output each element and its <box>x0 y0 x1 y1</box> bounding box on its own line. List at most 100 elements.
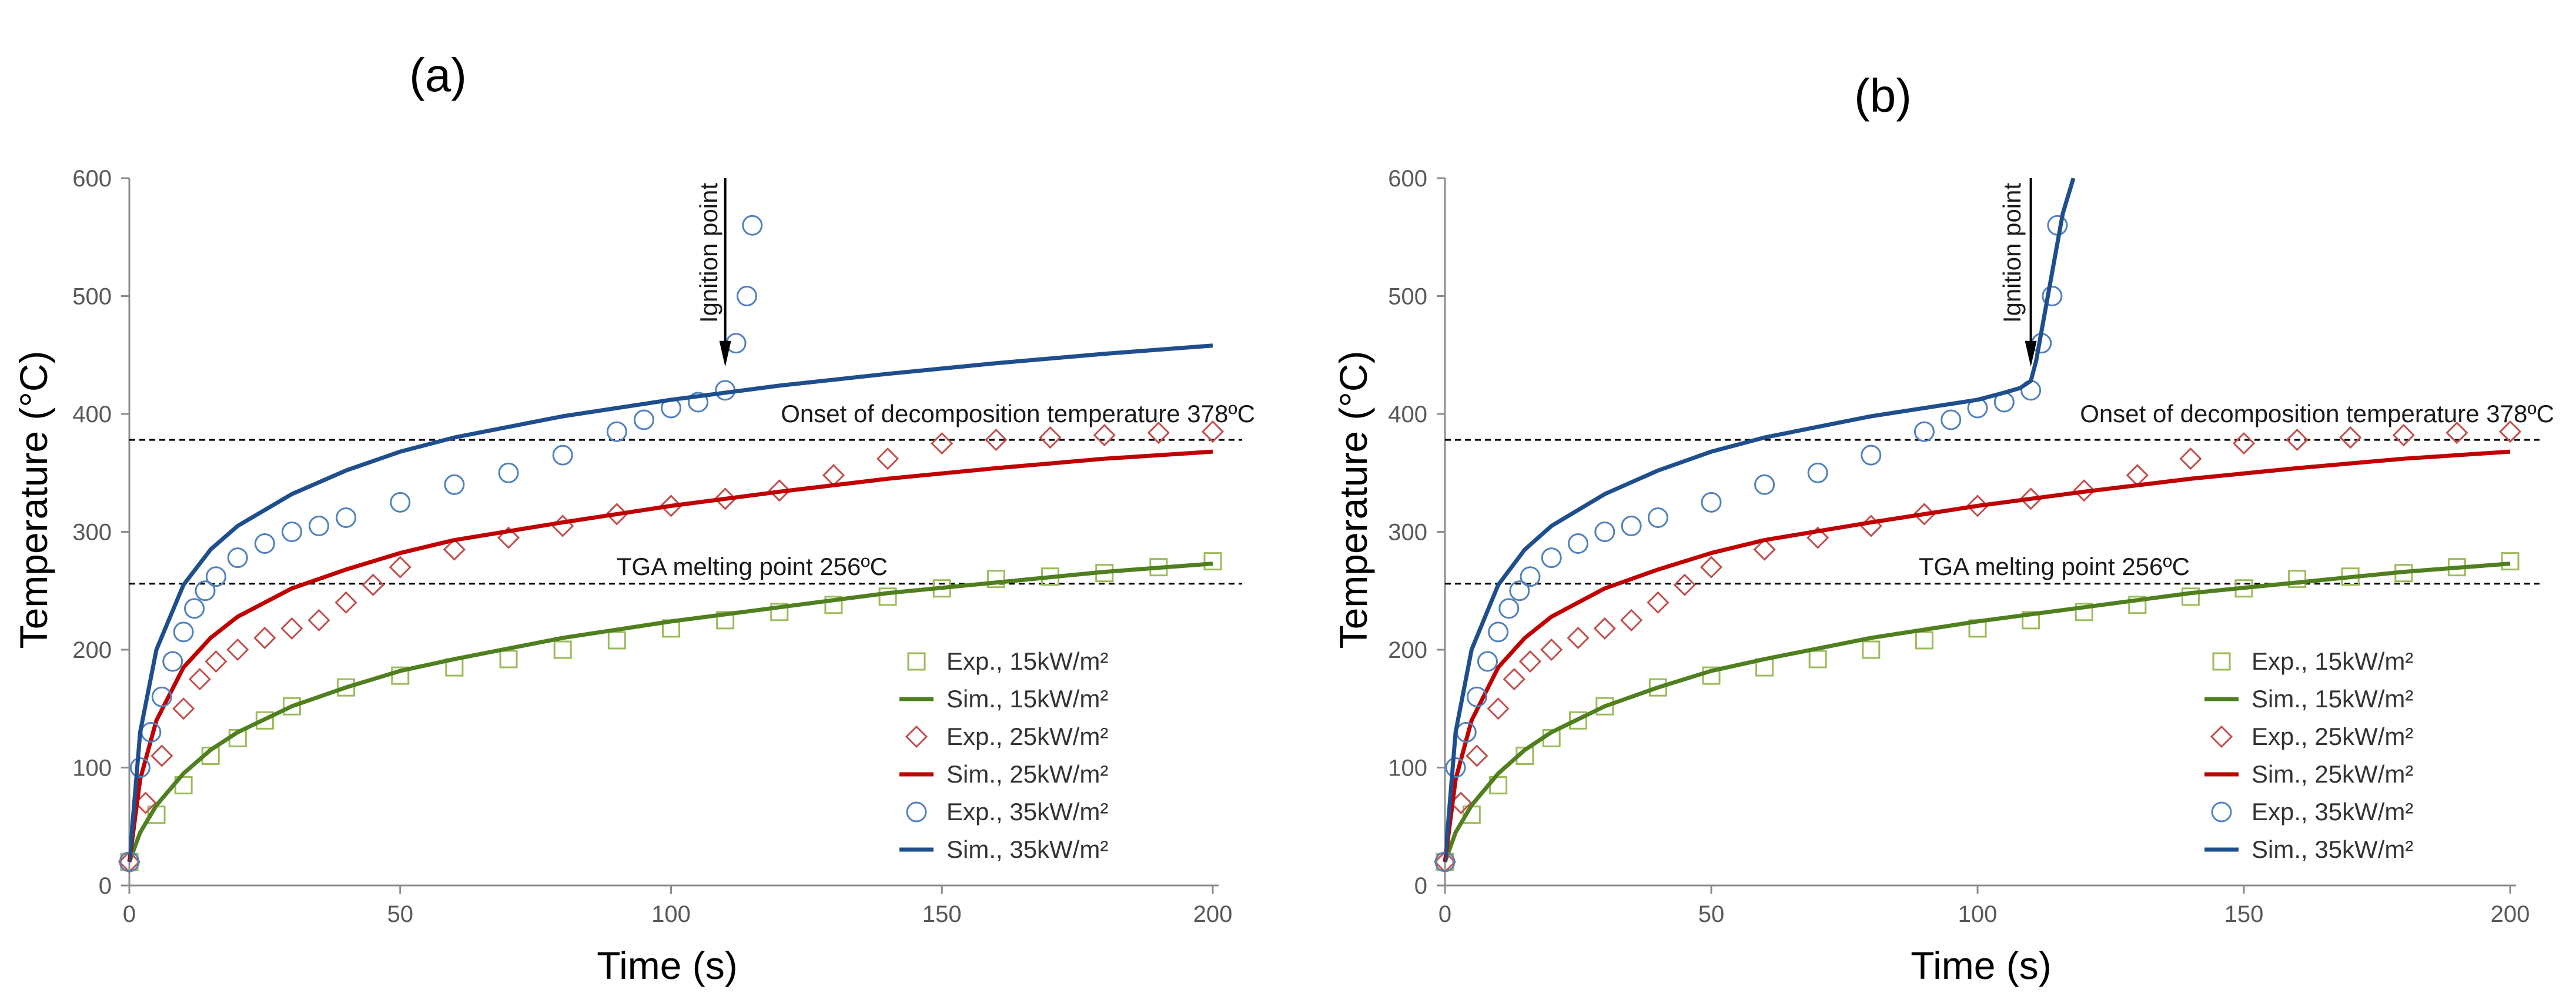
sim-line-a-3 <box>127 449 1213 863</box>
melting-label-b: TGA melting point 256ºC <box>1919 553 2190 580</box>
exp-point-a-4 <box>336 507 357 528</box>
y-tick-label-a: 400 <box>72 402 112 427</box>
exp-point-a-4 <box>606 421 627 442</box>
exp-point-b-2 <box>1647 591 1670 614</box>
exp-point-a-0 <box>770 603 789 621</box>
onset-label-b: Onset of decomposition temperature 378ºC <box>2080 400 2554 427</box>
legend-label-b-0: Exp., 15kW/m² <box>2252 647 2413 675</box>
exp-point-a-4 <box>254 533 275 554</box>
exp-point-b-4 <box>1807 462 1828 483</box>
exp-point-b-2 <box>2392 423 2415 447</box>
exp-point-a-2 <box>389 556 412 579</box>
exp-point-b-4 <box>1498 598 1520 619</box>
melting-label-a: TGA melting point 256ºC <box>617 553 888 580</box>
y-tick-label-a: 100 <box>72 756 112 781</box>
exp-point-b-4 <box>1477 651 1498 672</box>
exp-point-b-0 <box>2075 603 2093 621</box>
x-tick-label-a: 0 <box>123 901 136 927</box>
y-tick-label-a: 0 <box>99 873 112 899</box>
exp-point-b-4 <box>1647 507 1668 528</box>
exp-point-a-4 <box>742 215 763 236</box>
plot-area-b: 0 100 200 300 400 500 600 0 50 100 150 200 Exp., 15k… <box>1388 166 2540 927</box>
exp-point-b-4 <box>1701 492 1722 513</box>
exp-point-a-2 <box>931 432 954 455</box>
exp-point-a-4 <box>184 598 205 619</box>
y-tick-label-a: 300 <box>72 520 112 546</box>
legend-label-b-3: Sim., 25kW/m² <box>2252 760 2413 788</box>
exp-point-a-4 <box>444 474 465 495</box>
exp-point-b-4 <box>1520 566 1541 587</box>
exp-point-b-4 <box>1941 409 1962 430</box>
exp-point-a-2 <box>1093 423 1116 447</box>
legend-swatch-b-2 <box>2210 725 2233 748</box>
exp-point-b-4 <box>2042 286 2063 306</box>
x-tick-label-a: 100 <box>651 901 691 927</box>
exp-point-a-4 <box>390 492 411 513</box>
exp-point-a-0 <box>716 611 735 630</box>
legend-label-a-0: Exp., 15kW/m² <box>946 647 1108 675</box>
exp-point-a-4 <box>227 547 248 569</box>
exp-point-a-0 <box>282 697 301 716</box>
sim-line-b-3 <box>1443 449 2511 863</box>
exp-point-b-0 <box>2501 552 2520 571</box>
exp-point-b-0 <box>1595 697 1614 716</box>
exp-point-a-2 <box>226 638 249 661</box>
x-tick-label-a: 150 <box>922 901 962 927</box>
exp-point-a-2 <box>1147 421 1170 444</box>
exp-point-a-0 <box>1203 552 1222 571</box>
x-tick-label-b: 50 <box>1698 901 1725 927</box>
sim-line-35-a <box>129 343 1213 863</box>
exp-point-a-2 <box>1039 426 1062 449</box>
legend-swatch-a-4 <box>906 801 927 823</box>
exp-point-b-4 <box>1466 686 1487 707</box>
y-tick-label-b: 100 <box>1388 756 1427 781</box>
exp-point-b-2 <box>1503 668 1525 691</box>
exp-point-a-2 <box>714 487 737 510</box>
y-tick-label-b: 200 <box>1388 637 1427 663</box>
exp-point-a-2 <box>253 626 276 650</box>
exp-point-b-0 <box>1569 711 1587 730</box>
legend-label-a-2: Exp., 25kW/m² <box>946 723 1108 750</box>
ignition-arrow-head-a <box>719 340 731 367</box>
x-tick-label-a: 50 <box>387 901 414 927</box>
exp-point-b-2 <box>2498 420 2522 443</box>
exp-point-b-2 <box>1567 626 1590 650</box>
exp-point-b-4 <box>1488 621 1509 643</box>
exp-point-a-2 <box>334 591 357 614</box>
exp-point-b-2 <box>1913 503 1936 526</box>
legend-label-b-2: Exp., 25kW/m² <box>2252 723 2413 750</box>
ignition-label-b: Ignition point <box>1998 183 2026 323</box>
exp-point-a-2 <box>768 479 791 502</box>
exp-point-b-2 <box>1466 744 1488 767</box>
exp-point-b-2 <box>2286 428 2309 452</box>
legend-label-a-3: Sim., 25kW/m² <box>946 760 1108 788</box>
exp-point-b-4 <box>1861 444 1882 466</box>
legend-swatch-b-0 <box>2212 652 2231 671</box>
exp-point-b-2 <box>1673 573 1696 596</box>
exp-point-b-4 <box>1594 522 1615 542</box>
x-tick-label-b: 200 <box>2491 901 2530 927</box>
exp-point-a-2 <box>605 503 628 526</box>
exp-point-a-2 <box>172 697 195 720</box>
exp-point-b-2 <box>1753 538 1776 561</box>
exp-point-b-2 <box>2339 426 2362 449</box>
exp-point-b-4 <box>1568 533 1588 554</box>
exp-point-b-0 <box>1808 650 1827 669</box>
legend-label-a-1: Sim., 15kW/m² <box>946 685 1108 713</box>
exp-point-b-4 <box>1913 421 1935 442</box>
y-axis-title-a: Temperature (°C) <box>12 351 55 649</box>
legend-label-b-4: Exp., 35kW/m² <box>2252 798 2413 825</box>
exp-point-a-0 <box>824 596 843 614</box>
exp-point-a-2 <box>876 447 899 470</box>
exp-point-a-2 <box>188 668 211 691</box>
exp-point-a-4 <box>737 286 758 306</box>
legend-swatch-a-2 <box>905 725 928 748</box>
exp-point-b-2 <box>1487 697 1510 720</box>
exp-point-a-4 <box>151 686 172 707</box>
exp-point-b-2 <box>1966 494 1989 517</box>
x-tick-label-b: 100 <box>1958 901 1998 927</box>
legend-swatch-a-0 <box>907 652 926 671</box>
sim-line-a-1 <box>127 562 1213 863</box>
exp-point-a-0 <box>391 666 410 685</box>
exp-point-a-2 <box>205 650 228 673</box>
